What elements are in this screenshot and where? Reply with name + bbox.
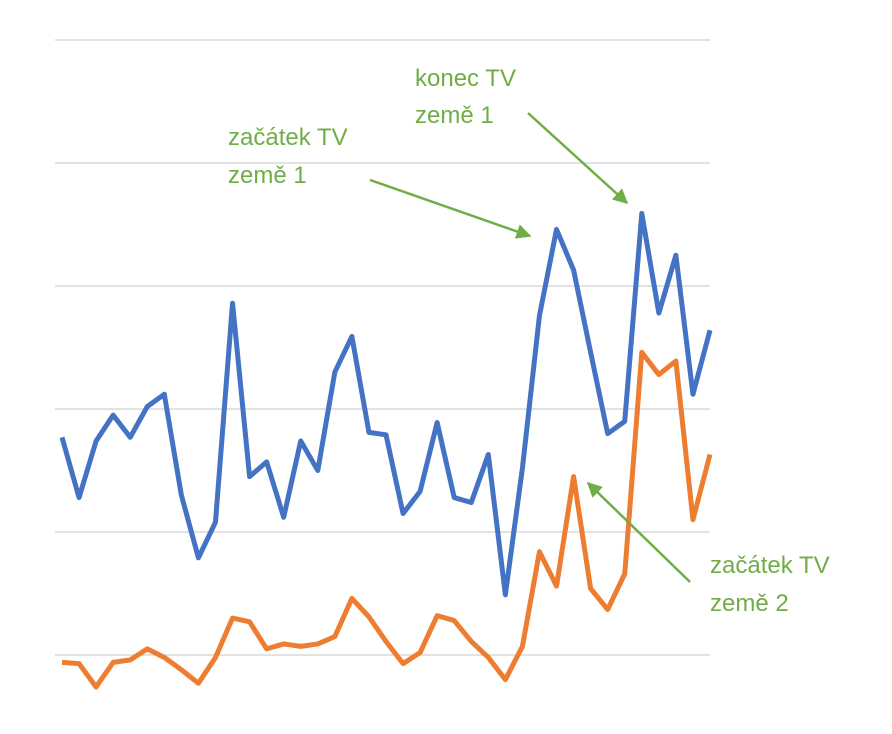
annotation: konec TV [415, 65, 516, 92]
annotation: začátek TV [228, 124, 348, 151]
annotation: začátek TV [710, 552, 830, 579]
annotation: země 2 [710, 590, 789, 617]
arrow [369, 178, 532, 239]
lines [59, 210, 713, 690]
grid [55, 39, 710, 656]
arrow [527, 112, 629, 205]
annotation: země 1 [228, 162, 307, 189]
series-line [59, 210, 713, 598]
annotation: země 1 [415, 102, 494, 129]
series-line [61, 349, 713, 690]
arrow [586, 481, 691, 583]
